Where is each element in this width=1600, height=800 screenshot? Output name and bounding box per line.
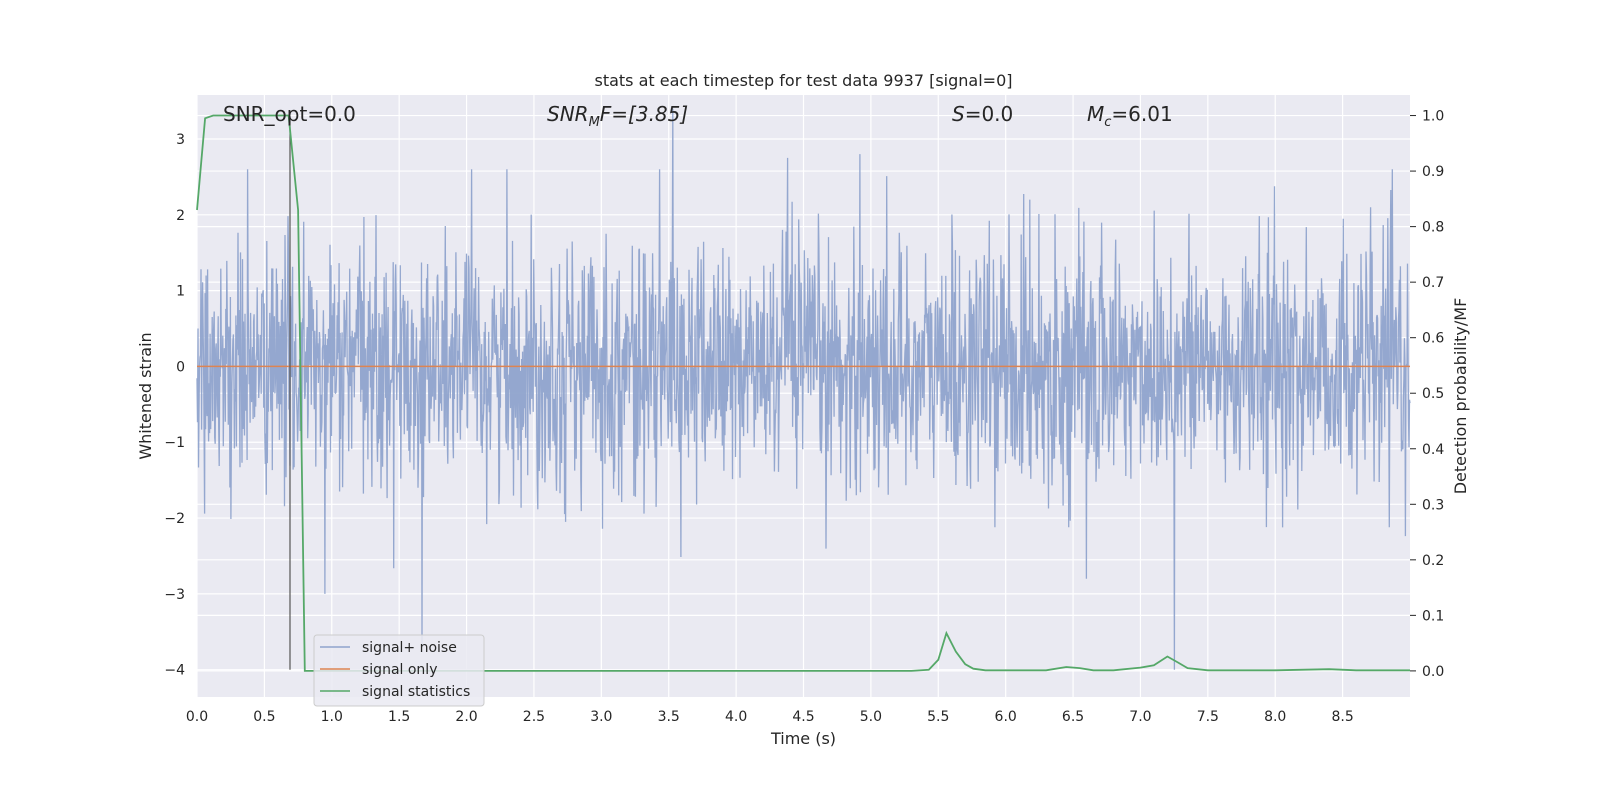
y-axis-label: Whitened strain (136, 332, 155, 459)
legend-label-signal-plus-noise: signal+ noise (362, 640, 457, 656)
annotation-mc-sub: c (1104, 115, 1111, 130)
x-tick-label: 1.0 (321, 709, 343, 725)
x-tick-label: 7.5 (1197, 709, 1219, 725)
signal-plus-noise-line (196, 108, 1411, 670)
legend-label-signal-only: signal only (362, 662, 437, 678)
annotation-mc-rest: =6.01 (1111, 102, 1172, 126)
x-tick-label: 0.0 (186, 709, 208, 725)
y-right-tick-label: 0.3 (1422, 497, 1444, 513)
y-right-tick-label: 0.1 (1422, 608, 1444, 624)
annotation-snr-mf: SNRMF=[3.85] (547, 102, 688, 130)
y-right-tick-label: 0.7 (1422, 275, 1444, 291)
y-tick-label: 0 (176, 359, 185, 375)
y-right-tick-label: 0.6 (1422, 331, 1444, 347)
x-tick-label: 4.5 (792, 709, 814, 725)
signal-statistics-line (196, 114, 1410, 672)
x-tick-label: 7.0 (1129, 709, 1151, 725)
y-tick-label: 1 (176, 284, 185, 300)
y-right-tick-label: 0.8 (1422, 220, 1444, 236)
x-tick-label: 6.0 (995, 709, 1017, 725)
legend-label-signal-statistics: signal statistics (362, 684, 470, 700)
x-tick-label: 8.0 (1264, 709, 1286, 725)
y-right-axis-ticks: 0.0 0.1 0.2 0.3 0.4 0.5 0.6 0.7 0.8 0.9 1.0 (1410, 109, 1444, 680)
x-axis-ticks: 0.0 0.5 1.0 1.5 2.0 2.5 3.0 3.5 4.0 4.5 5.0 5.5 6.0 6… (186, 709, 1354, 725)
x-tick-label: 3.5 (658, 709, 680, 725)
annotation-snr-mf-base: SNR (547, 102, 589, 126)
annotation-s-rest: =0.0 (965, 102, 1014, 126)
x-tick-label: 8.5 (1331, 709, 1353, 725)
series-signal-statistics (196, 114, 1410, 672)
y-tick-label: −2 (164, 511, 185, 527)
y-right-tick-label: 0.2 (1422, 553, 1444, 569)
y-right-axis-label: Detection probability/MF (1451, 298, 1470, 495)
y-axis-ticks: −4 −3 −2 −1 0 1 2 3 (164, 132, 185, 679)
y-right-tick-label: 1.0 (1422, 109, 1444, 125)
y-tick-label: −3 (164, 587, 185, 603)
chart-title: stats at each timestep for test data 993… (594, 71, 1012, 90)
x-tick-label: 5.0 (860, 709, 882, 725)
annotation-snr-opt: SNR_opt=0.0 (223, 102, 356, 126)
y-tick-label: 3 (176, 132, 185, 148)
y-tick-label: −1 (164, 435, 185, 451)
x-tick-label: 1.5 (388, 709, 410, 725)
y-right-tick-label: 0.4 (1422, 442, 1444, 458)
x-tick-label: 5.5 (927, 709, 949, 725)
x-tick-label: 6.5 (1062, 709, 1084, 725)
y-tick-label: −4 (164, 663, 185, 679)
x-tick-label: 2.5 (523, 709, 545, 725)
annotation-mc-base: M (1087, 102, 1104, 126)
y-tick-label: 2 (176, 208, 185, 224)
annotation-mc: Mc=6.01 (1087, 102, 1173, 130)
y-right-tick-label: 0.5 (1422, 386, 1444, 402)
x-tick-label: 3.0 (590, 709, 612, 725)
annotation-snr-mf-rest: F=[3.85] (600, 102, 688, 126)
y-right-tick-label: 0.0 (1422, 664, 1444, 680)
x-tick-label: 4.0 (725, 709, 747, 725)
series-signal-plus-noise (196, 108, 1411, 670)
annotation-s-base: S (952, 102, 965, 126)
legend: signal+ noise signal only signal statist… (313, 634, 485, 707)
annotation-snr-mf-sub: M (589, 115, 600, 130)
legend-box (313, 634, 485, 707)
annotation-s: S=0.0 (952, 102, 1013, 126)
x-tick-label: 2.0 (455, 709, 477, 725)
x-axis-label: Time (s) (770, 729, 836, 748)
x-tick-label: 0.5 (253, 709, 275, 725)
y-right-tick-label: 0.9 (1422, 164, 1444, 180)
